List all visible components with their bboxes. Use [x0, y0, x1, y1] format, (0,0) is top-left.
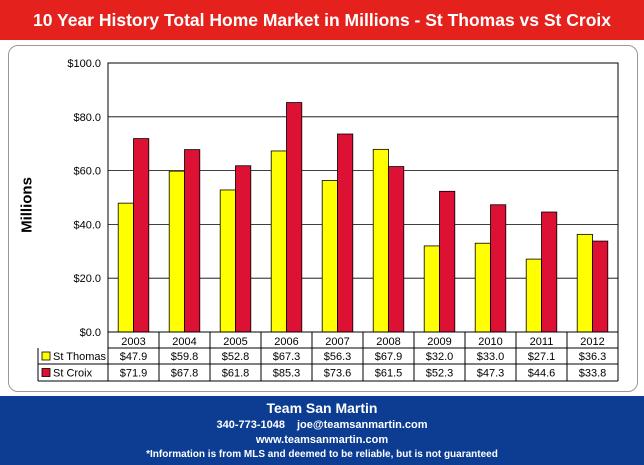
- legend-label: St Croix: [53, 368, 93, 380]
- bar-st-croix: [388, 166, 405, 333]
- data-label: $33.8: [579, 368, 607, 380]
- bar-st-thomas: [168, 170, 185, 333]
- legend-label: St Thomas: [53, 351, 106, 363]
- bar-st-croix: [490, 204, 507, 333]
- x-tick-label: 2008: [376, 336, 400, 348]
- y-tick-label: $40.0: [73, 219, 101, 231]
- data-label: $47.3: [477, 368, 505, 380]
- data-label: $67.8: [171, 368, 199, 380]
- bar-st-thomas: [117, 202, 134, 333]
- bar-st-croix: [439, 190, 456, 333]
- data-label: $47.9: [120, 351, 148, 363]
- bar-st-thomas: [525, 258, 542, 333]
- bar-st-croix: [541, 211, 558, 333]
- bar-st-croix: [184, 149, 201, 333]
- y-tick-label: $60.0: [73, 166, 101, 178]
- bar-st-thomas: [372, 148, 389, 333]
- y-tick-label: $20.0: [73, 273, 101, 285]
- data-label: $61.8: [222, 368, 250, 380]
- page-title: 10 Year History Total Home Market in Mil…: [33, 10, 611, 30]
- data-label: $67.9: [375, 351, 403, 363]
- data-label: $71.9: [120, 368, 148, 380]
- bar-st-thomas: [321, 180, 338, 333]
- bar-st-thomas: [423, 245, 440, 333]
- bar-st-croix: [592, 240, 609, 333]
- x-tick-label: 2003: [121, 336, 145, 348]
- bar-st-thomas: [474, 242, 491, 333]
- footer-contact: 340-773-1048 joe@teamsanmartin.com: [0, 419, 644, 431]
- legend-swatch: [41, 351, 51, 361]
- bar-st-croix: [337, 133, 354, 333]
- data-label: $56.3: [324, 351, 352, 363]
- data-label: $73.6: [324, 368, 352, 380]
- data-label: $36.3: [579, 351, 607, 363]
- data-label: $67.3: [273, 351, 301, 363]
- bar-st-croix: [133, 138, 150, 333]
- data-label: $27.1: [528, 351, 556, 363]
- bar-st-thomas: [219, 189, 236, 333]
- legend-swatch: [41, 368, 51, 377]
- bar-st-croix: [235, 165, 252, 333]
- x-tick-label: 2011: [530, 336, 554, 348]
- data-label: $52.3: [426, 368, 454, 380]
- bar-chart: $0.0 $20.0 $40.0 $60.0 $80.0 $100.0 2003 2004 20…: [37, 58, 619, 382]
- x-tick-label: 2004: [172, 336, 196, 348]
- data-label: $59.8: [171, 351, 199, 363]
- bar-st-thomas: [576, 233, 593, 333]
- footer-disclaimer: *Information is from MLS and deemed to b…: [146, 449, 498, 460]
- data-label: $32.0: [426, 351, 454, 363]
- x-tick-label: 2007: [325, 336, 349, 348]
- footer-team-name: Team San Martin: [266, 400, 378, 416]
- footer-phone: 340-773-1048: [216, 419, 285, 431]
- y-tick-label: $0.0: [80, 327, 101, 339]
- x-tick-label: 2009: [427, 336, 451, 348]
- x-tick-label: 2012: [580, 336, 604, 348]
- x-tick-label: 2006: [274, 336, 298, 348]
- y-tick-label: $80.0: [73, 112, 101, 124]
- footer-website[interactable]: www.teamsanmartin.com: [255, 434, 389, 446]
- data-label: $85.3: [273, 368, 301, 380]
- footer-email[interactable]: joe@teamsanmartin.com: [296, 419, 428, 431]
- footer-band: [0, 396, 644, 465]
- y-tick-label: $100.0: [67, 58, 101, 70]
- bar-st-thomas: [270, 150, 287, 333]
- data-label: $44.6: [528, 368, 556, 380]
- bar-st-croix: [286, 102, 303, 333]
- data-label: $61.5: [375, 368, 403, 380]
- data-label: $33.0: [477, 351, 505, 363]
- x-tick-label: 2010: [478, 336, 502, 348]
- x-tick-label: 2005: [223, 336, 247, 348]
- data-label: $52.8: [222, 351, 250, 363]
- header-band: [0, 0, 644, 40]
